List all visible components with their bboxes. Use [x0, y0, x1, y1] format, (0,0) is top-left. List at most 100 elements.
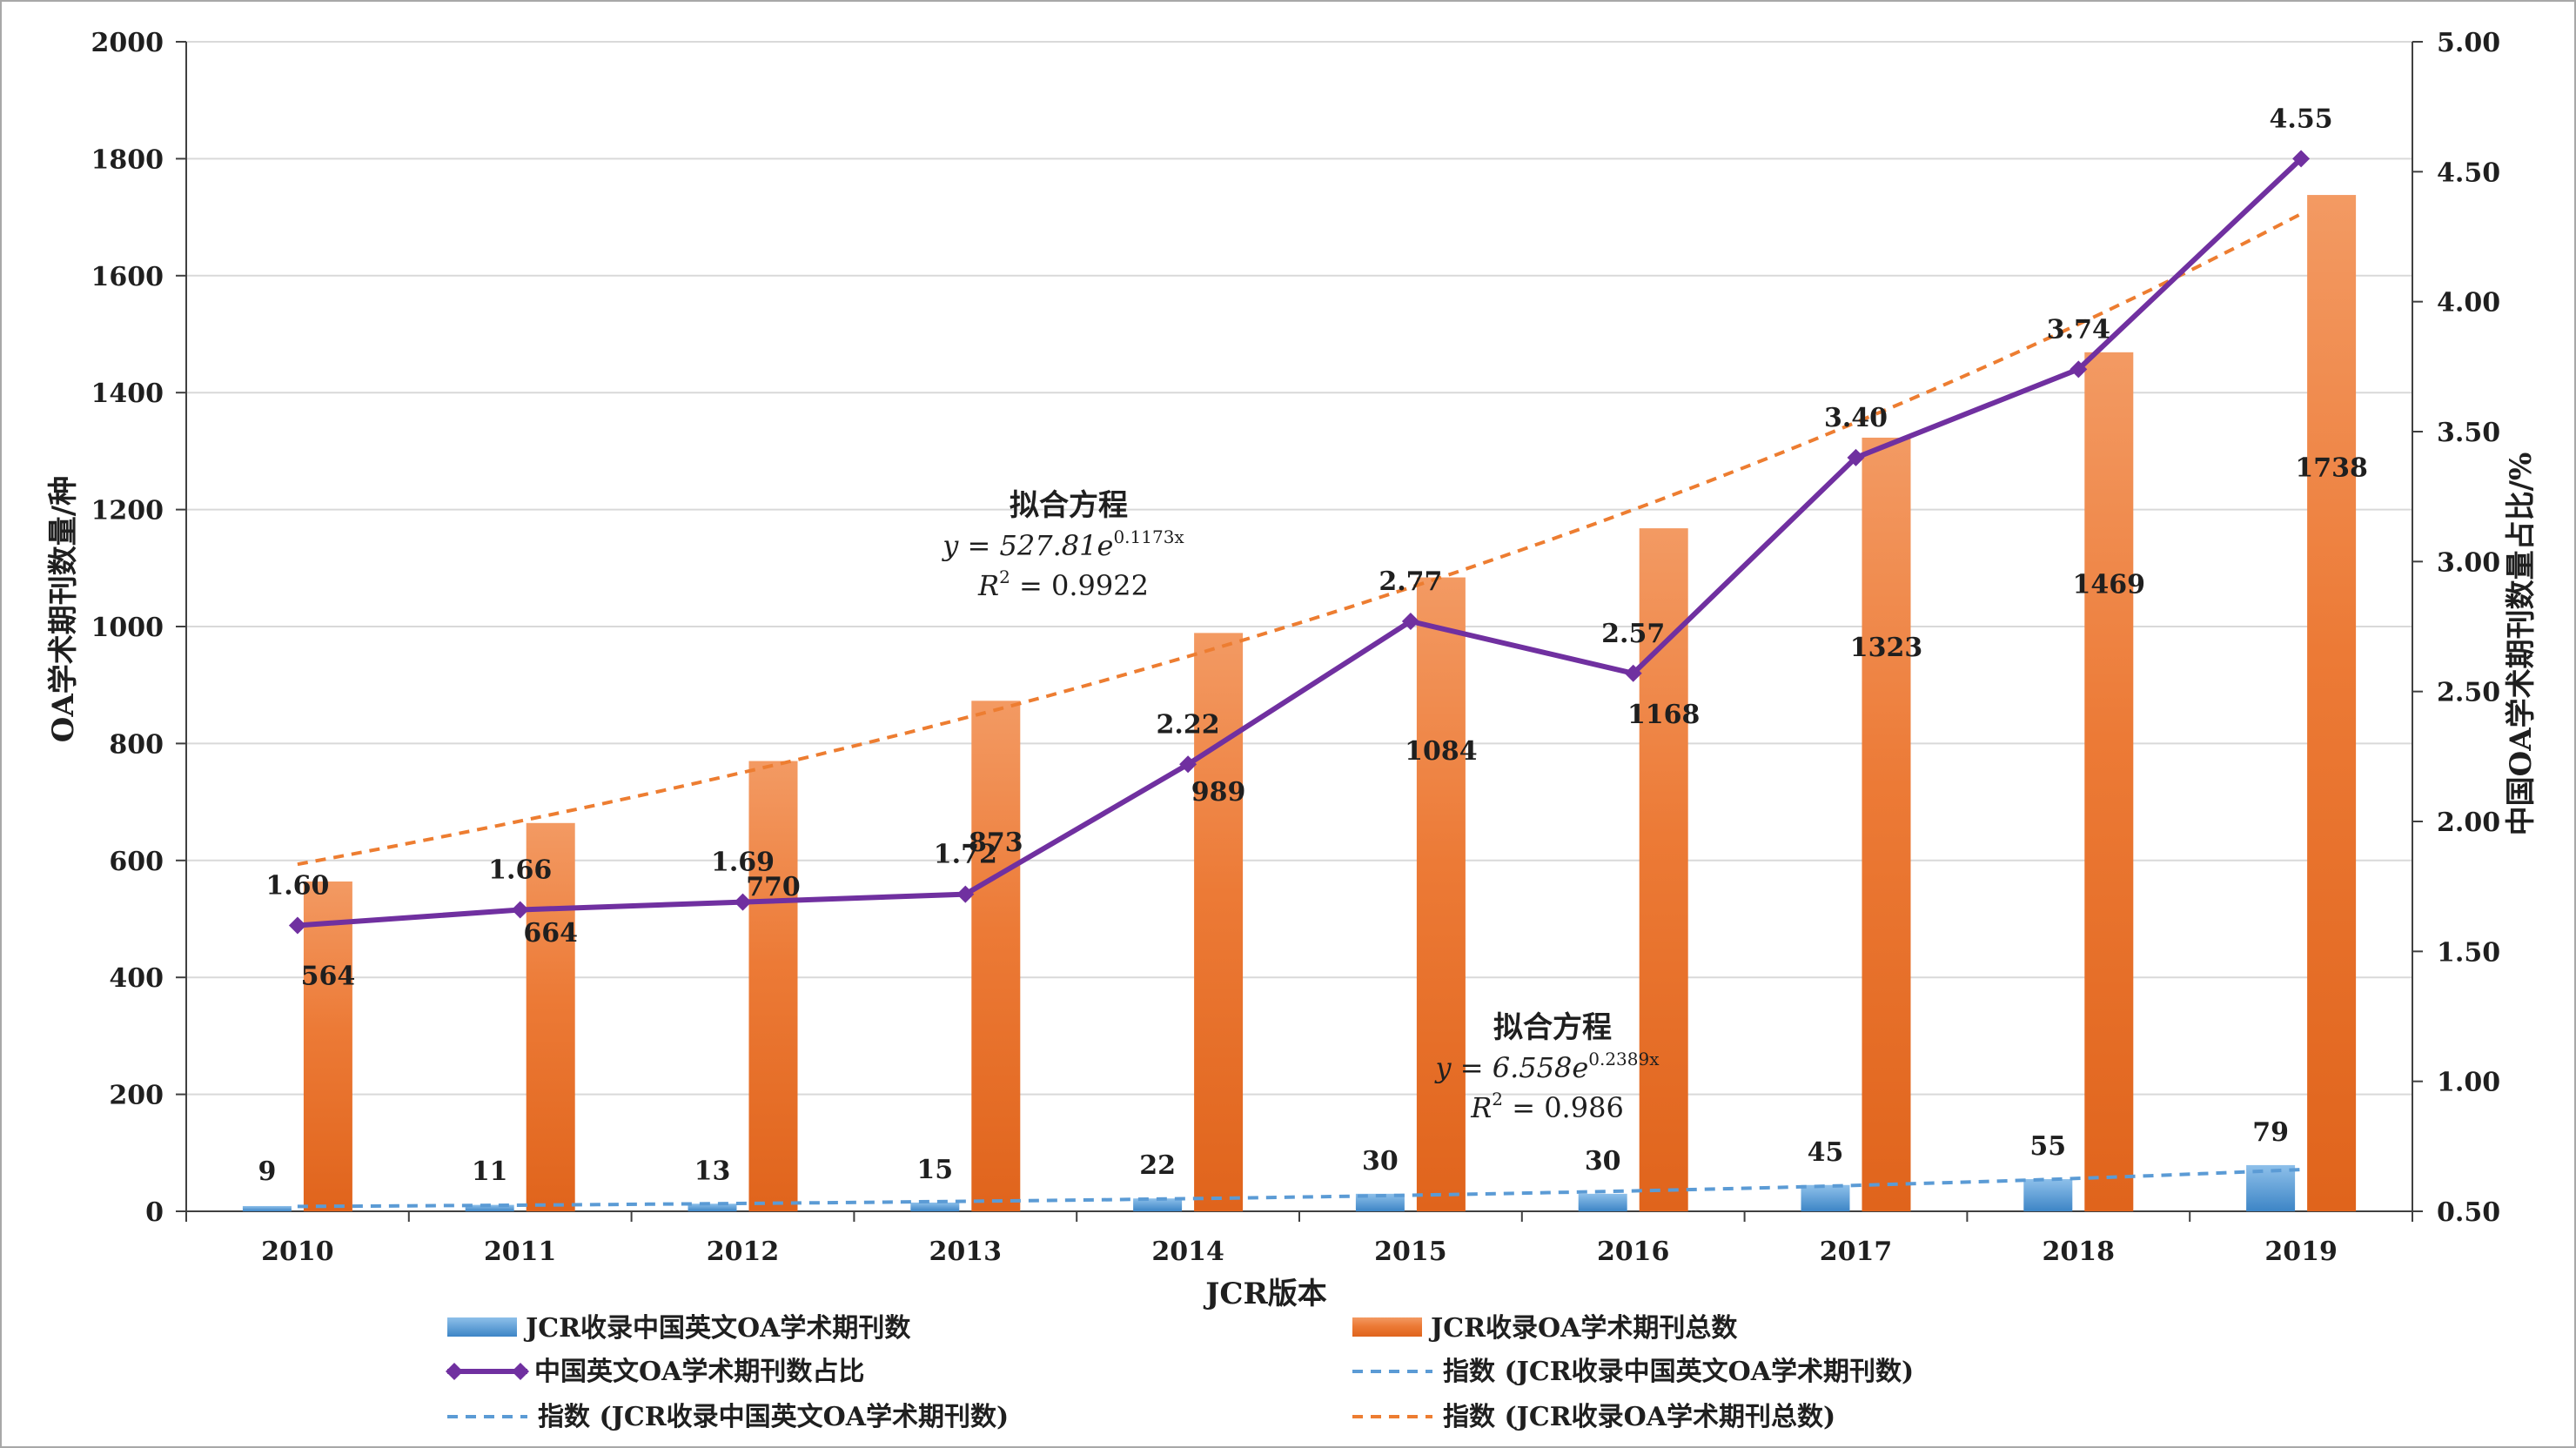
x-tick-label: 2019	[2264, 1237, 2338, 1267]
left-tick-label: 200	[109, 1081, 164, 1111]
x-tick-label: 2015	[1374, 1237, 1447, 1267]
right-tick-label: 1.00	[2437, 1068, 2500, 1098]
fit-equation-exponent: 0.1173x	[1113, 526, 1184, 547]
bar-total-oa-journals	[2307, 195, 2357, 1212]
x-tick-label: 2010	[261, 1237, 334, 1267]
bar-label-total-oa-journals: 873	[969, 828, 1023, 858]
x-tick-label: 2017	[1820, 1237, 1893, 1267]
bar-label-china-oa-journals: 15	[916, 1155, 953, 1185]
legend-item: JCR收录中国英文OA学术期刊数	[447, 1313, 911, 1344]
right-tick-label: 2.50	[2437, 678, 2500, 708]
x-tick-label: 2014	[1151, 1237, 1224, 1267]
share-line-label: 1.66	[488, 855, 552, 886]
legend: JCR收录中国英文OA学术期刊数 JCR收录OA学术期刊总数中国英文OA学术期刊数…	[446, 1313, 1914, 1432]
legend-label: JCR收录中国英文OA学术期刊数	[523, 1313, 911, 1344]
share-line-label: 2.77	[1379, 566, 1442, 597]
legend-label: JCR收录OA学术期刊总数	[1428, 1313, 1738, 1344]
left-tick-label: 2000	[91, 28, 164, 58]
fit-r-squared-exponent: 2	[1492, 1089, 1503, 1109]
bar-label-china-oa-journals: 79	[2252, 1117, 2289, 1148]
exponential-trend-line	[297, 1168, 2302, 1209]
x-tick-label: 2016	[1597, 1237, 1670, 1267]
left-tick-label: 800	[109, 729, 164, 760]
bars	[242, 195, 2357, 1212]
fit-r-squared-exponent: 2	[999, 566, 1010, 587]
fit-r-squared-value: = 0.9922	[1010, 569, 1149, 602]
right-tick-label: 0.50	[2437, 1197, 2500, 1228]
bar-label-china-oa-journals: 45	[1808, 1137, 1844, 1168]
x-tick-label: 2018	[2043, 1237, 2116, 1267]
fit-equation: y = 6.558e0.2389x	[1433, 1049, 1660, 1084]
right-tick-label: 3.50	[2437, 418, 2500, 448]
fit-annotation-title: 拟合方程	[1010, 488, 1128, 523]
share-line-marker	[288, 916, 306, 935]
legend-swatch-marker	[446, 1363, 463, 1380]
fit-r-squared-value: = 0.986	[1503, 1091, 1624, 1124]
share-line-label: 1.69	[711, 848, 775, 878]
gridlines	[186, 41, 2412, 1096]
bar-label-china-oa-journals: 30	[1585, 1146, 1621, 1176]
legend-label: 指数 (JCR收录OA学术期刊总数)	[1443, 1402, 1835, 1432]
x-tick-label: 2013	[929, 1237, 1003, 1267]
share-line-marker	[2292, 150, 2311, 168]
share-line-path	[297, 157, 2304, 928]
bar-total-oa-journals	[526, 822, 575, 1211]
legend-item: JCR收录OA学术期刊总数	[1352, 1313, 1738, 1344]
share-line-label: 2.57	[1601, 619, 1665, 649]
left-tick-label: 1800	[91, 144, 164, 175]
left-tick-label: 600	[109, 847, 164, 877]
left-tick-label: 1600	[91, 262, 164, 292]
bar-label-china-oa-journals: 30	[1362, 1146, 1399, 1176]
bar-china-oa-journals	[1133, 1198, 1183, 1211]
left-tick-label: 1000	[91, 613, 164, 643]
share-line-label: 1.72	[934, 840, 997, 870]
fit-r-squared-symbol: R	[1470, 1091, 1492, 1124]
share-line-label: 4.55	[2270, 104, 2333, 134]
bar-total-oa-journals	[2084, 352, 2134, 1211]
share-line-marker	[734, 893, 752, 911]
legend-label: 中国英文OA学术期刊数占比	[534, 1357, 864, 1387]
trend-lines	[297, 212, 2303, 1209]
left-tick-label: 0	[145, 1197, 164, 1228]
bar-label-china-oa-journals: 22	[1139, 1150, 1176, 1181]
bar-total-oa-journals	[1194, 633, 1244, 1211]
bar-label-china-oa-journals: 55	[2029, 1131, 2066, 1162]
fit-equation: y = 527.81e0.1173x	[941, 526, 1184, 562]
bar-china-oa-journals	[2023, 1179, 2073, 1211]
fit-equation-exponent: 0.2389x	[1588, 1049, 1660, 1069]
share-line-marker	[511, 901, 529, 919]
share-line	[288, 150, 2311, 935]
left-tick-label: 400	[109, 963, 164, 994]
legend-item: 指数 (JCR收录中国英文OA学术期刊数)	[1352, 1357, 1914, 1387]
bar-label-total-oa-journals: 770	[746, 872, 801, 902]
axes: 0 200 400 600 800 1000 1200 1400 1600 1800 2000 0.5…	[46, 28, 2539, 1311]
legend-swatch-bar	[1352, 1317, 1422, 1337]
legend-item: 指数 (JCR收录OA学术期刊总数)	[1352, 1402, 1835, 1432]
bar-total-oa-journals	[1416, 577, 1466, 1211]
bar-total-oa-journals	[1862, 437, 1911, 1212]
fit-annotation: 拟合方程 y = 6.558e0.2389x R2 = 0.986	[1433, 1010, 1660, 1124]
bar-china-oa-journals	[242, 1205, 292, 1211]
fit-equation-main: y = 527.81e	[941, 529, 1113, 562]
x-tick-label: 2011	[484, 1237, 557, 1267]
right-tick-label: 4.00	[2437, 288, 2500, 318]
bar-label-total-oa-journals: 564	[301, 962, 356, 992]
right-tick-label: 4.50	[2437, 158, 2500, 188]
share-line-marker	[2070, 360, 2088, 379]
legend-label: 指数 (JCR收录中国英文OA学术期刊数)	[538, 1402, 1009, 1432]
bar-label-total-oa-journals: 989	[1191, 777, 1246, 808]
fit-r-squared-symbol: R	[977, 569, 999, 602]
bar-total-oa-journals	[748, 761, 798, 1211]
bar-china-oa-journals	[688, 1203, 737, 1211]
share-line-marker	[1624, 664, 1642, 682]
bar-china-oa-journals	[1355, 1193, 1405, 1211]
exponential-trend-line	[297, 212, 2303, 867]
fit-annotation-title: 拟合方程	[1493, 1010, 1612, 1045]
right-tick-label: 3.00	[2437, 547, 2500, 578]
share-line-marker	[1847, 448, 1865, 466]
legend-swatch-bar	[447, 1317, 517, 1337]
legend-item: 指数 (JCR收录中国英文OA学术期刊数)	[447, 1402, 1009, 1432]
bar-china-oa-journals	[910, 1202, 960, 1211]
